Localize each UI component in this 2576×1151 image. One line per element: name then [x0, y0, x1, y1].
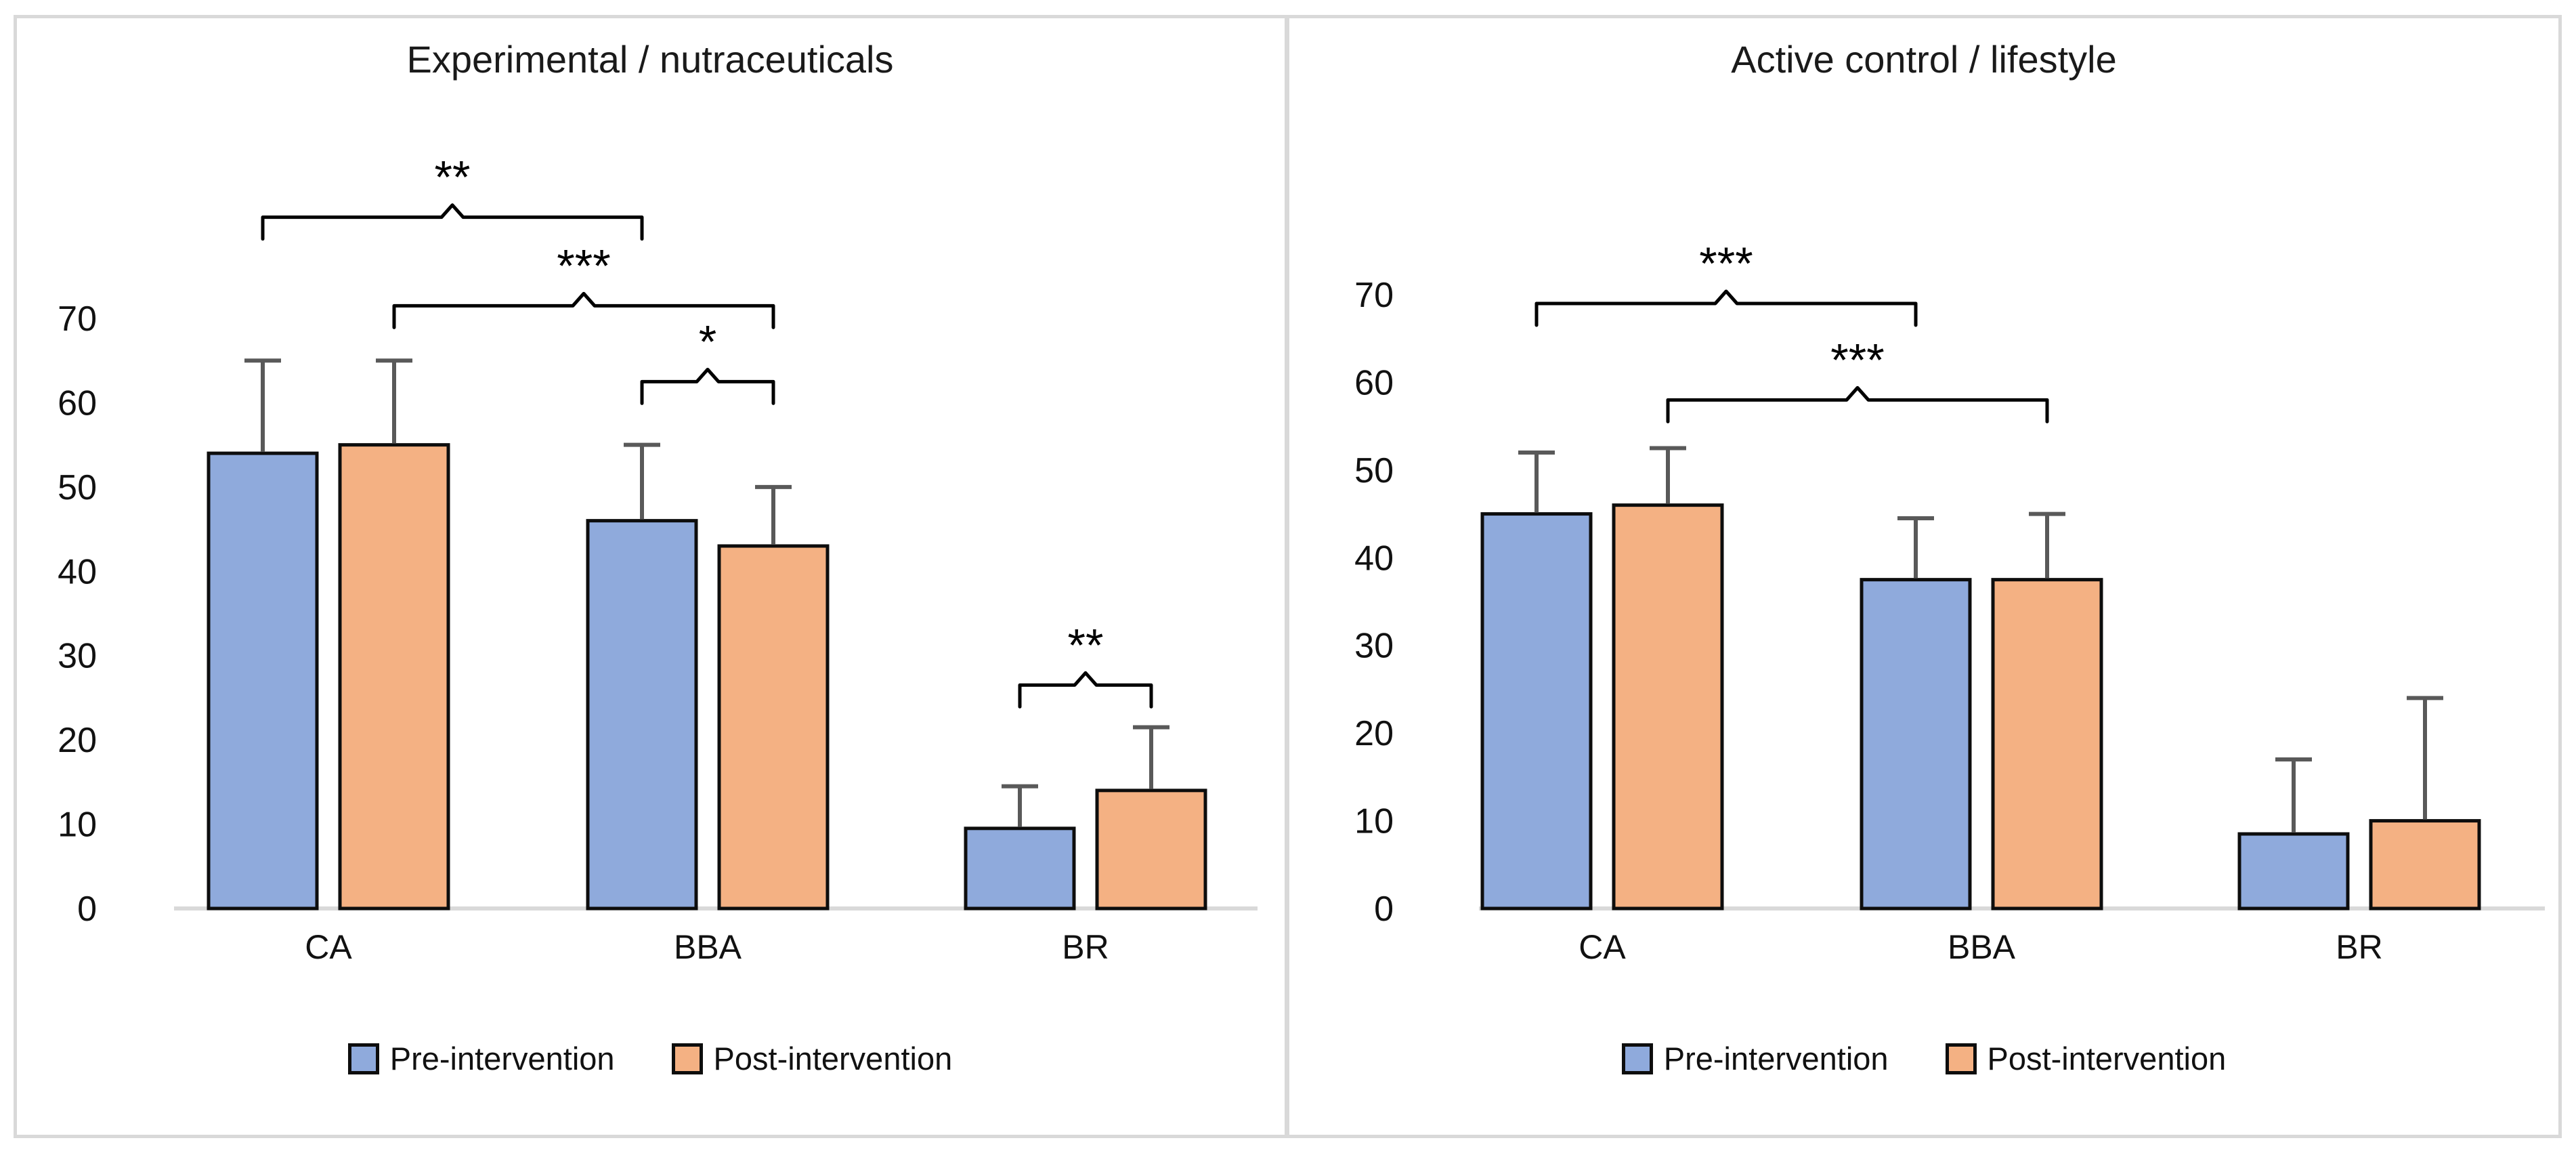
legend-item-pre: Pre-intervention: [347, 1040, 615, 1077]
bar-CA-pre: [207, 451, 319, 911]
x-category-label: BBA: [1948, 928, 2016, 966]
y-tick-label: 20: [58, 721, 97, 760]
x-category-label: BR: [1062, 928, 1109, 966]
panel-divider: [1285, 18, 1289, 1135]
legend-experimental: Pre-intervention Post-intervention: [17, 1040, 1283, 1077]
post-intervention-label: Post-intervention: [1987, 1041, 2227, 1076]
significance-label: ***: [1699, 238, 1753, 289]
pre-intervention-swatch: [347, 1043, 379, 1074]
bar-BBA-pre: [586, 519, 698, 911]
legend-item-post: Post-intervention: [671, 1040, 953, 1077]
bar-BBA-post: [717, 544, 830, 911]
bar-BR-post: [1095, 789, 1207, 911]
bar-BBA-pre: [1860, 578, 1972, 911]
y-tick-label: 50: [58, 468, 97, 507]
y-tick-label: 70: [58, 299, 97, 339]
x-category-label: CA: [1579, 928, 1626, 966]
y-tick-label: 50: [1354, 451, 1394, 490]
y-tick-label: 10: [58, 805, 97, 845]
bar-CA-post: [338, 443, 450, 911]
panel-title-experimental: Experimental / nutraceuticals: [406, 38, 894, 81]
legend-item-post: Post-intervention: [1945, 1040, 2227, 1077]
significance-label: ***: [557, 240, 610, 291]
bar-BR-pre: [964, 826, 1076, 911]
significance-bracket: [1018, 671, 1153, 709]
y-tick-label: 40: [58, 552, 97, 591]
bar-BR-post: [2369, 819, 2481, 911]
pre-intervention-label: Pre-intervention: [1663, 1041, 1889, 1076]
bar-CA-post: [1612, 503, 1724, 911]
significance-bracket: [640, 367, 775, 405]
y-tick-label: 0: [77, 890, 97, 929]
panel-title-active-control: Active control / lifestyle: [1731, 38, 2117, 81]
pre-intervention-swatch: [1621, 1043, 1653, 1074]
y-tick-label: 10: [1354, 802, 1394, 841]
y-tick-label: 30: [58, 637, 97, 676]
y-tick-label: 0: [1374, 890, 1394, 929]
y-tick-label: 40: [1354, 539, 1394, 578]
panel-active-control: Active control / lifestyle 0 10 20 30 40 50 60…: [1291, 18, 2557, 1131]
legend-active-control: Pre-intervention Post-intervention: [1291, 1040, 2557, 1077]
significance-bracket: [1534, 289, 1918, 327]
post-intervention-label: Post-intervention: [713, 1041, 953, 1076]
significance-bracket: [392, 291, 775, 329]
pre-intervention-label: Pre-intervention: [389, 1041, 615, 1076]
post-intervention-swatch: [671, 1043, 703, 1074]
significance-bracket: [1666, 385, 2049, 423]
bar-CA-pre: [1480, 512, 1593, 911]
bar-chart-active-control: 0 10 20 30 40 50 60 70 CA BBA BR *** ***: [1354, 238, 2545, 966]
bar-BBA-post: [1991, 578, 2103, 911]
y-tick-label: 60: [58, 383, 97, 423]
panel-experimental: Experimental / nutraceuticals 0 10 20 30 40 5…: [17, 18, 1283, 1131]
y-tick-label: 30: [1354, 627, 1394, 666]
bar-BR-pre: [2237, 832, 2350, 911]
significance-label: **: [1068, 619, 1104, 671]
x-category-label: BBA: [674, 928, 742, 966]
significance-label: ***: [1830, 334, 1884, 385]
x-category-label: BR: [2336, 928, 2382, 966]
significance-bracket: [261, 203, 644, 241]
legend-item-pre: Pre-intervention: [1621, 1040, 1889, 1077]
x-category-label: CA: [305, 928, 352, 966]
post-intervention-swatch: [1945, 1043, 1977, 1074]
y-tick-label: 60: [1354, 363, 1394, 402]
significance-label: *: [699, 316, 716, 367]
y-tick-label: 20: [1354, 714, 1394, 753]
significance-label: **: [435, 152, 471, 203]
y-tick-label: 70: [1354, 276, 1394, 315]
